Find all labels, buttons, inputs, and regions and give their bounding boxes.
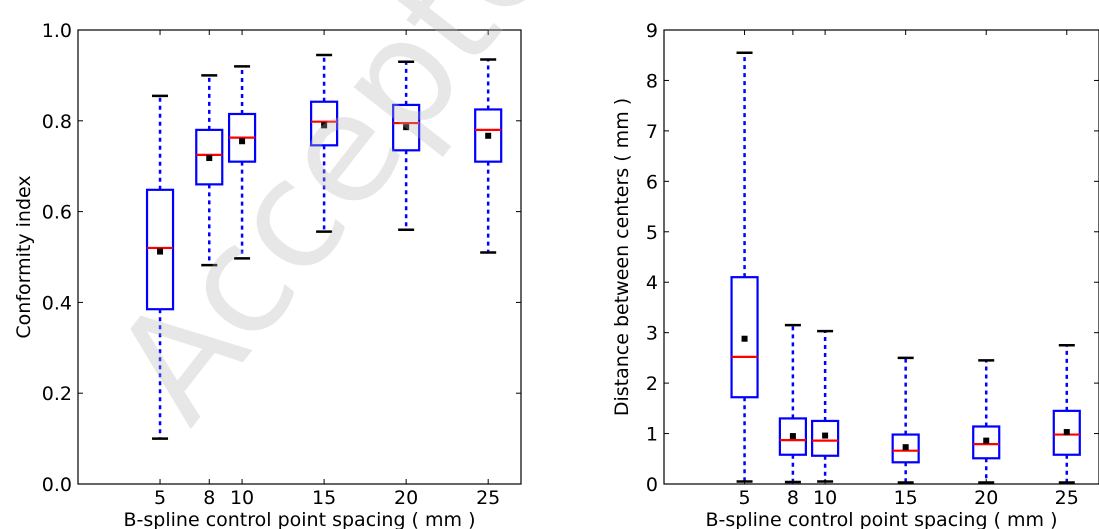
x-tick-label: 15 (312, 487, 336, 509)
mean-marker (822, 432, 829, 439)
plot-frame (77, 29, 522, 485)
iqr-box (392, 103, 421, 152)
x-tick-label: 5 (739, 487, 751, 509)
x-tick-label: 8 (787, 487, 799, 509)
iqr-box (811, 419, 840, 457)
y-tick-label: 3 (646, 323, 658, 345)
box-25 (474, 58, 503, 254)
mean-marker (789, 433, 796, 440)
conformity-index-panel: 0.0 0.2 0.4 0.6 0.8 1.0 5 8 10 15 20 25B-spline con… (13, 20, 522, 529)
iqr-box (730, 276, 759, 399)
y-tick-label: 6 (646, 171, 658, 193)
x-axis-label: B-spline control point spacing ( mm ) (124, 509, 476, 529)
box-5 (145, 94, 175, 440)
box-8 (778, 323, 807, 484)
x-tick-label: 15 (894, 487, 918, 509)
iqr-box (972, 425, 1001, 460)
iqr-box (474, 108, 503, 163)
mean-marker (741, 335, 748, 342)
y-tick-label: 0.6 (42, 202, 72, 224)
iqr-box (1052, 409, 1081, 456)
box-8 (195, 74, 224, 267)
y-axis-label: Distance between centers ( mm ) (611, 98, 633, 416)
x-tick-label: 10 (813, 487, 837, 509)
x-axis-label: B-spline control point spacing ( mm ) (706, 509, 1058, 529)
plot-frame (663, 29, 1099, 485)
mean-marker (239, 138, 246, 145)
y-tick-label: 7 (646, 121, 658, 143)
box-10 (811, 329, 840, 483)
x-tick-label: 25 (476, 487, 500, 509)
iqr-box (891, 433, 920, 464)
mean-marker (403, 124, 410, 131)
y-tick-label: 0.0 (42, 474, 72, 496)
x-tick-label: 8 (203, 487, 215, 509)
y-tick-label: 0 (646, 474, 658, 496)
mean-marker (206, 155, 213, 162)
y-tick-label: 9 (646, 20, 658, 42)
mean-marker (321, 122, 328, 129)
box-15 (891, 356, 920, 484)
y-tick-label: 5 (646, 222, 658, 244)
y-tick-label: 0.8 (42, 111, 72, 133)
distance-between-centers-panel: 0 1 2 3 4 5 6 7 8 9 5 8 10 15 20 25B-spline control poi… (611, 20, 1099, 529)
box-20 (392, 60, 421, 232)
box-20 (972, 359, 1001, 484)
y-tick-label: 0.4 (42, 292, 72, 314)
y-axis-label: Conformity index (13, 175, 35, 338)
y-tick-label: 0.2 (42, 383, 72, 405)
box-5 (730, 51, 759, 483)
x-tick-label: 20 (394, 487, 418, 509)
mean-marker (983, 437, 990, 444)
x-tick-label: 5 (154, 487, 166, 509)
mean-marker (157, 248, 164, 255)
iqr-box (145, 188, 175, 311)
iqr-box (195, 128, 224, 186)
box-10 (227, 65, 257, 260)
mean-marker (485, 132, 492, 139)
y-tick-label: 8 (646, 70, 658, 92)
x-tick-label: 25 (1055, 487, 1079, 509)
y-tick-label: 4 (646, 272, 658, 294)
box-15 (310, 53, 339, 233)
watermark-text: Accepted (81, 0, 648, 452)
y-tick-label: 2 (646, 373, 658, 395)
x-tick-label: 10 (230, 487, 254, 509)
y-tick-label: 1 (646, 424, 658, 446)
box-25 (1052, 344, 1081, 484)
mean-marker (902, 444, 909, 451)
iqr-box (310, 100, 339, 147)
y-tick-label: 1.0 (42, 20, 72, 42)
mean-marker (1063, 429, 1070, 436)
iqr-box (778, 417, 807, 456)
x-tick-label: 20 (974, 487, 998, 509)
